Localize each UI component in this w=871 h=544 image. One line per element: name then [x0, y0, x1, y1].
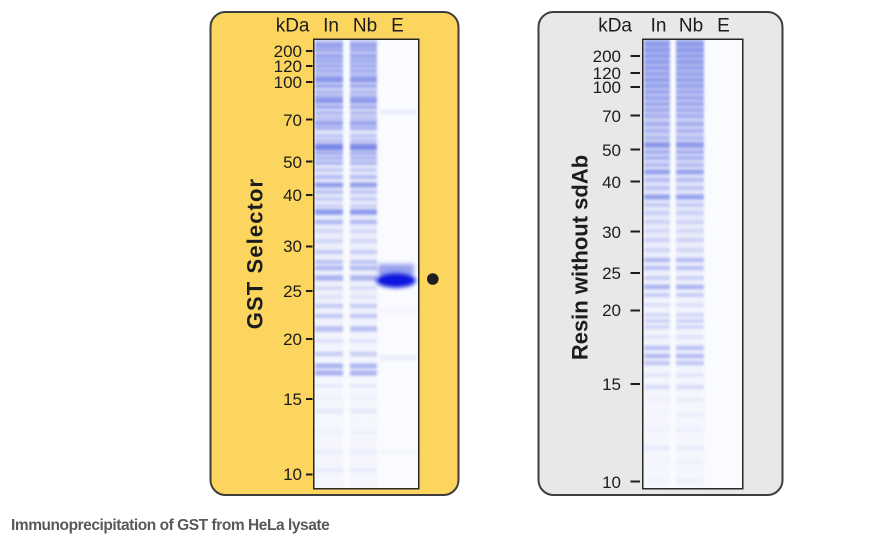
svg-text:10: 10 [602, 473, 621, 492]
svg-text:kDa: kDa [276, 16, 310, 37]
svg-text:70: 70 [283, 111, 302, 130]
svg-text:E: E [391, 16, 404, 37]
svg-text:kDa: kDa [598, 16, 632, 37]
svg-text:70: 70 [602, 107, 621, 126]
svg-text:Nb: Nb [679, 16, 703, 37]
svg-text:20: 20 [602, 301, 621, 320]
svg-text:40: 40 [283, 186, 302, 205]
svg-text:E: E [717, 16, 730, 37]
svg-text:30: 30 [283, 237, 302, 256]
svg-text:25: 25 [283, 282, 302, 301]
svg-text:40: 40 [602, 173, 621, 192]
svg-text:25: 25 [602, 264, 621, 283]
svg-text:50: 50 [602, 141, 621, 160]
svg-text:10: 10 [283, 465, 302, 484]
svg-text:Resin without sdAb: Resin without sdAb [568, 155, 593, 360]
svg-text:50: 50 [283, 153, 302, 172]
svg-text:In: In [651, 16, 667, 37]
svg-text:20: 20 [283, 330, 302, 349]
svg-text:100: 100 [274, 73, 302, 92]
svg-text:15: 15 [283, 390, 302, 409]
svg-text:Nb: Nb [353, 16, 377, 37]
svg-text:200: 200 [593, 47, 621, 66]
svg-text:GST Selector: GST Selector [243, 178, 268, 329]
svg-text:100: 100 [593, 78, 621, 97]
svg-text:120: 120 [593, 64, 621, 83]
svg-text:In: In [323, 16, 339, 37]
svg-text:200: 200 [274, 42, 302, 61]
svg-text:120: 120 [274, 57, 302, 76]
svg-text:Immunoprecipitation of GST fro: Immunoprecipitation of GST from HeLa lys… [11, 517, 330, 534]
svg-text:30: 30 [602, 223, 621, 242]
svg-text:15: 15 [602, 375, 621, 394]
